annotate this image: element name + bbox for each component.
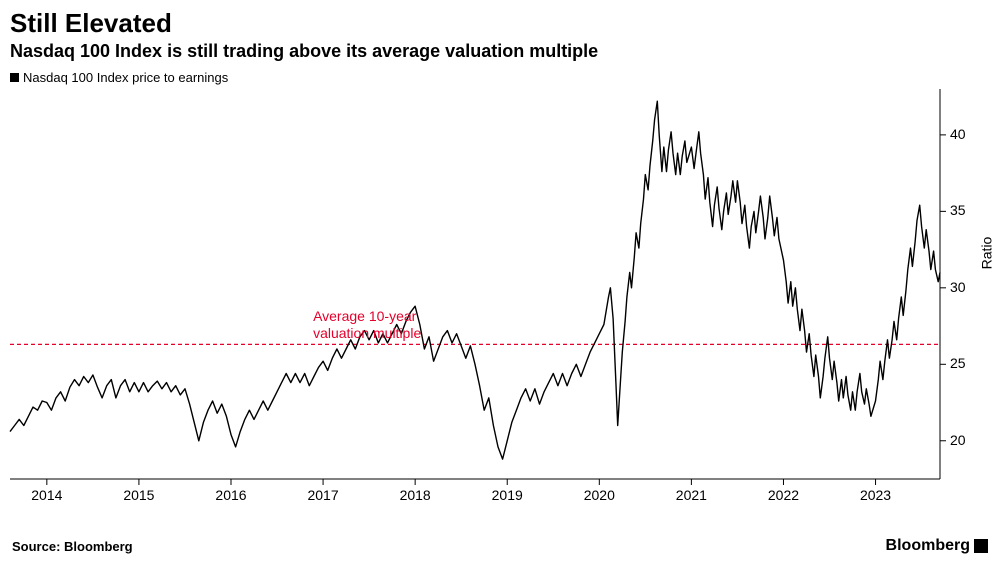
y-tick-label: 30 [950, 279, 966, 295]
footer: Source: Bloomberg Bloomberg [0, 537, 1000, 555]
y-tick-label: 25 [950, 355, 966, 371]
y-tick-label: 40 [950, 126, 966, 142]
brand-icon [974, 539, 988, 553]
x-tick-label: 2022 [768, 487, 799, 503]
x-tick-label: 2017 [307, 487, 338, 503]
y-axis-label: Ratio [978, 236, 994, 269]
brand-label: Bloomberg [886, 537, 988, 555]
legend-marker-icon [10, 73, 19, 82]
source-text: Source: Bloomberg [12, 539, 133, 554]
x-tick-label: 2023 [860, 487, 891, 503]
brand-text: Bloomberg [886, 537, 970, 555]
line-chart-svg [0, 89, 1000, 509]
avg-label-line2: valuation multiple [313, 325, 421, 341]
chart-area: Average 10-year valuation multiple Ratio… [0, 89, 1000, 509]
x-tick-label: 2014 [31, 487, 62, 503]
x-tick-label: 2018 [400, 487, 431, 503]
y-tick-label: 20 [950, 432, 966, 448]
x-tick-label: 2015 [123, 487, 154, 503]
y-tick-label: 35 [950, 202, 966, 218]
chart-title: Still Elevated [0, 0, 1000, 39]
chart-subtitle: Nasdaq 100 Index is still trading above … [0, 39, 1000, 70]
average-line-label: Average 10-year valuation multiple [313, 308, 421, 340]
x-tick-label: 2020 [584, 487, 615, 503]
legend: Nasdaq 100 Index price to earnings [0, 70, 1000, 89]
avg-label-line1: Average 10-year [313, 308, 416, 324]
x-tick-label: 2016 [215, 487, 246, 503]
x-tick-label: 2021 [676, 487, 707, 503]
legend-label: Nasdaq 100 Index price to earnings [23, 70, 228, 85]
x-tick-label: 2019 [492, 487, 523, 503]
